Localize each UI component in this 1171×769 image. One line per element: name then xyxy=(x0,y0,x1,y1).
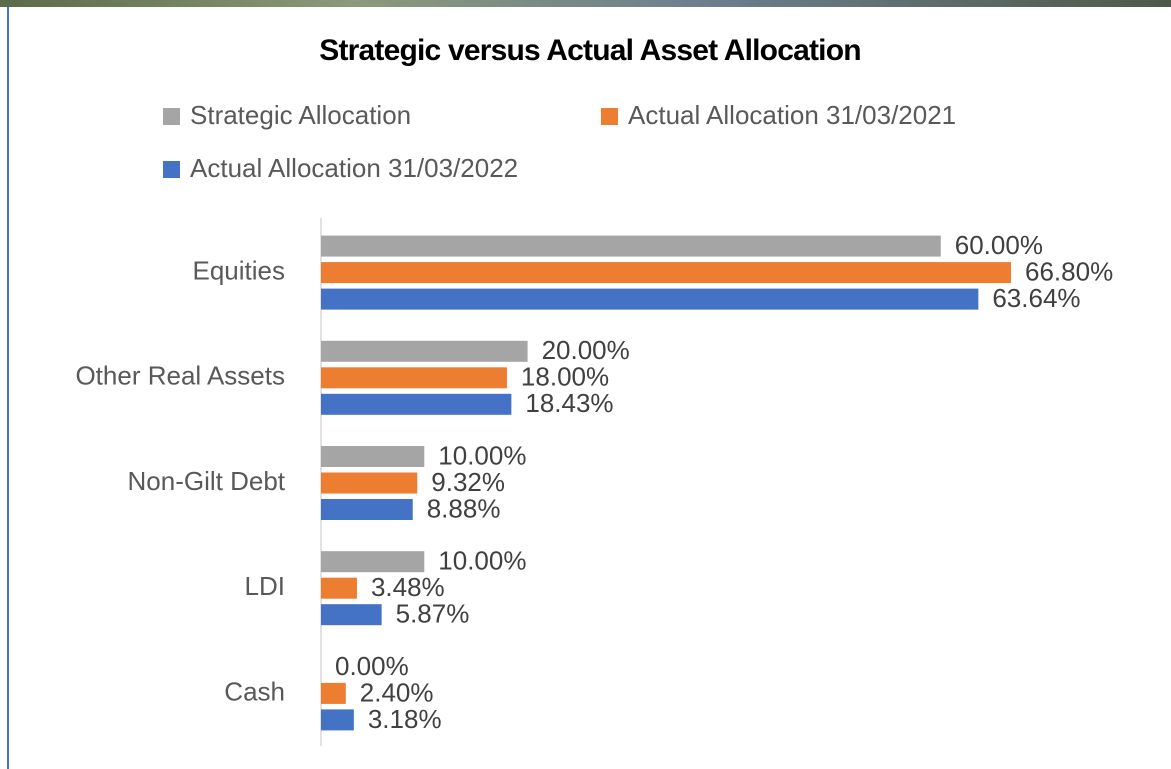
bar xyxy=(321,235,941,257)
value-label: 3.48% xyxy=(371,572,445,602)
bar xyxy=(321,577,357,599)
value-label: 18.43% xyxy=(525,388,613,418)
category-label: LDI xyxy=(245,571,285,601)
legend-swatch xyxy=(163,161,180,178)
bar xyxy=(321,288,979,310)
bar xyxy=(321,393,512,415)
value-label: 66.80% xyxy=(1025,256,1113,286)
category-label: Non-Gilt Debt xyxy=(128,466,286,496)
legend-swatch xyxy=(163,108,180,125)
header-strip xyxy=(0,0,1171,7)
value-label: 3.18% xyxy=(368,704,442,734)
bar xyxy=(321,472,418,494)
bar xyxy=(321,446,425,467)
bar xyxy=(321,340,528,362)
value-label: 10.00% xyxy=(438,546,526,576)
bar xyxy=(321,551,425,573)
value-label: 10.00% xyxy=(438,440,526,470)
bar xyxy=(321,262,1011,284)
value-label: 8.88% xyxy=(427,493,501,523)
value-label: 2.40% xyxy=(360,677,434,707)
value-label: 20.00% xyxy=(542,335,630,365)
value-label: 63.64% xyxy=(992,283,1080,313)
legend-label: Strategic Allocation xyxy=(190,100,411,130)
legend-label: Actual Allocation 31/03/2022 xyxy=(190,153,518,183)
value-label: 9.32% xyxy=(431,467,505,497)
bar xyxy=(321,604,382,626)
category-label: Other Real Assets xyxy=(75,361,285,391)
category-label: Cash xyxy=(224,676,285,706)
legend-label: Actual Allocation 31/03/2021 xyxy=(628,100,956,130)
category-label: Equities xyxy=(193,255,286,285)
bar xyxy=(321,367,507,389)
bar xyxy=(321,709,354,731)
chart-title: Strategic versus Actual Asset Allocation xyxy=(319,34,861,67)
bar xyxy=(321,499,413,520)
legend-swatch xyxy=(601,108,618,125)
value-label: 0.00% xyxy=(335,651,409,681)
bar xyxy=(321,682,346,704)
value-label: 18.00% xyxy=(521,362,609,392)
value-label: 60.00% xyxy=(955,230,1043,260)
value-label: 5.87% xyxy=(396,599,470,629)
